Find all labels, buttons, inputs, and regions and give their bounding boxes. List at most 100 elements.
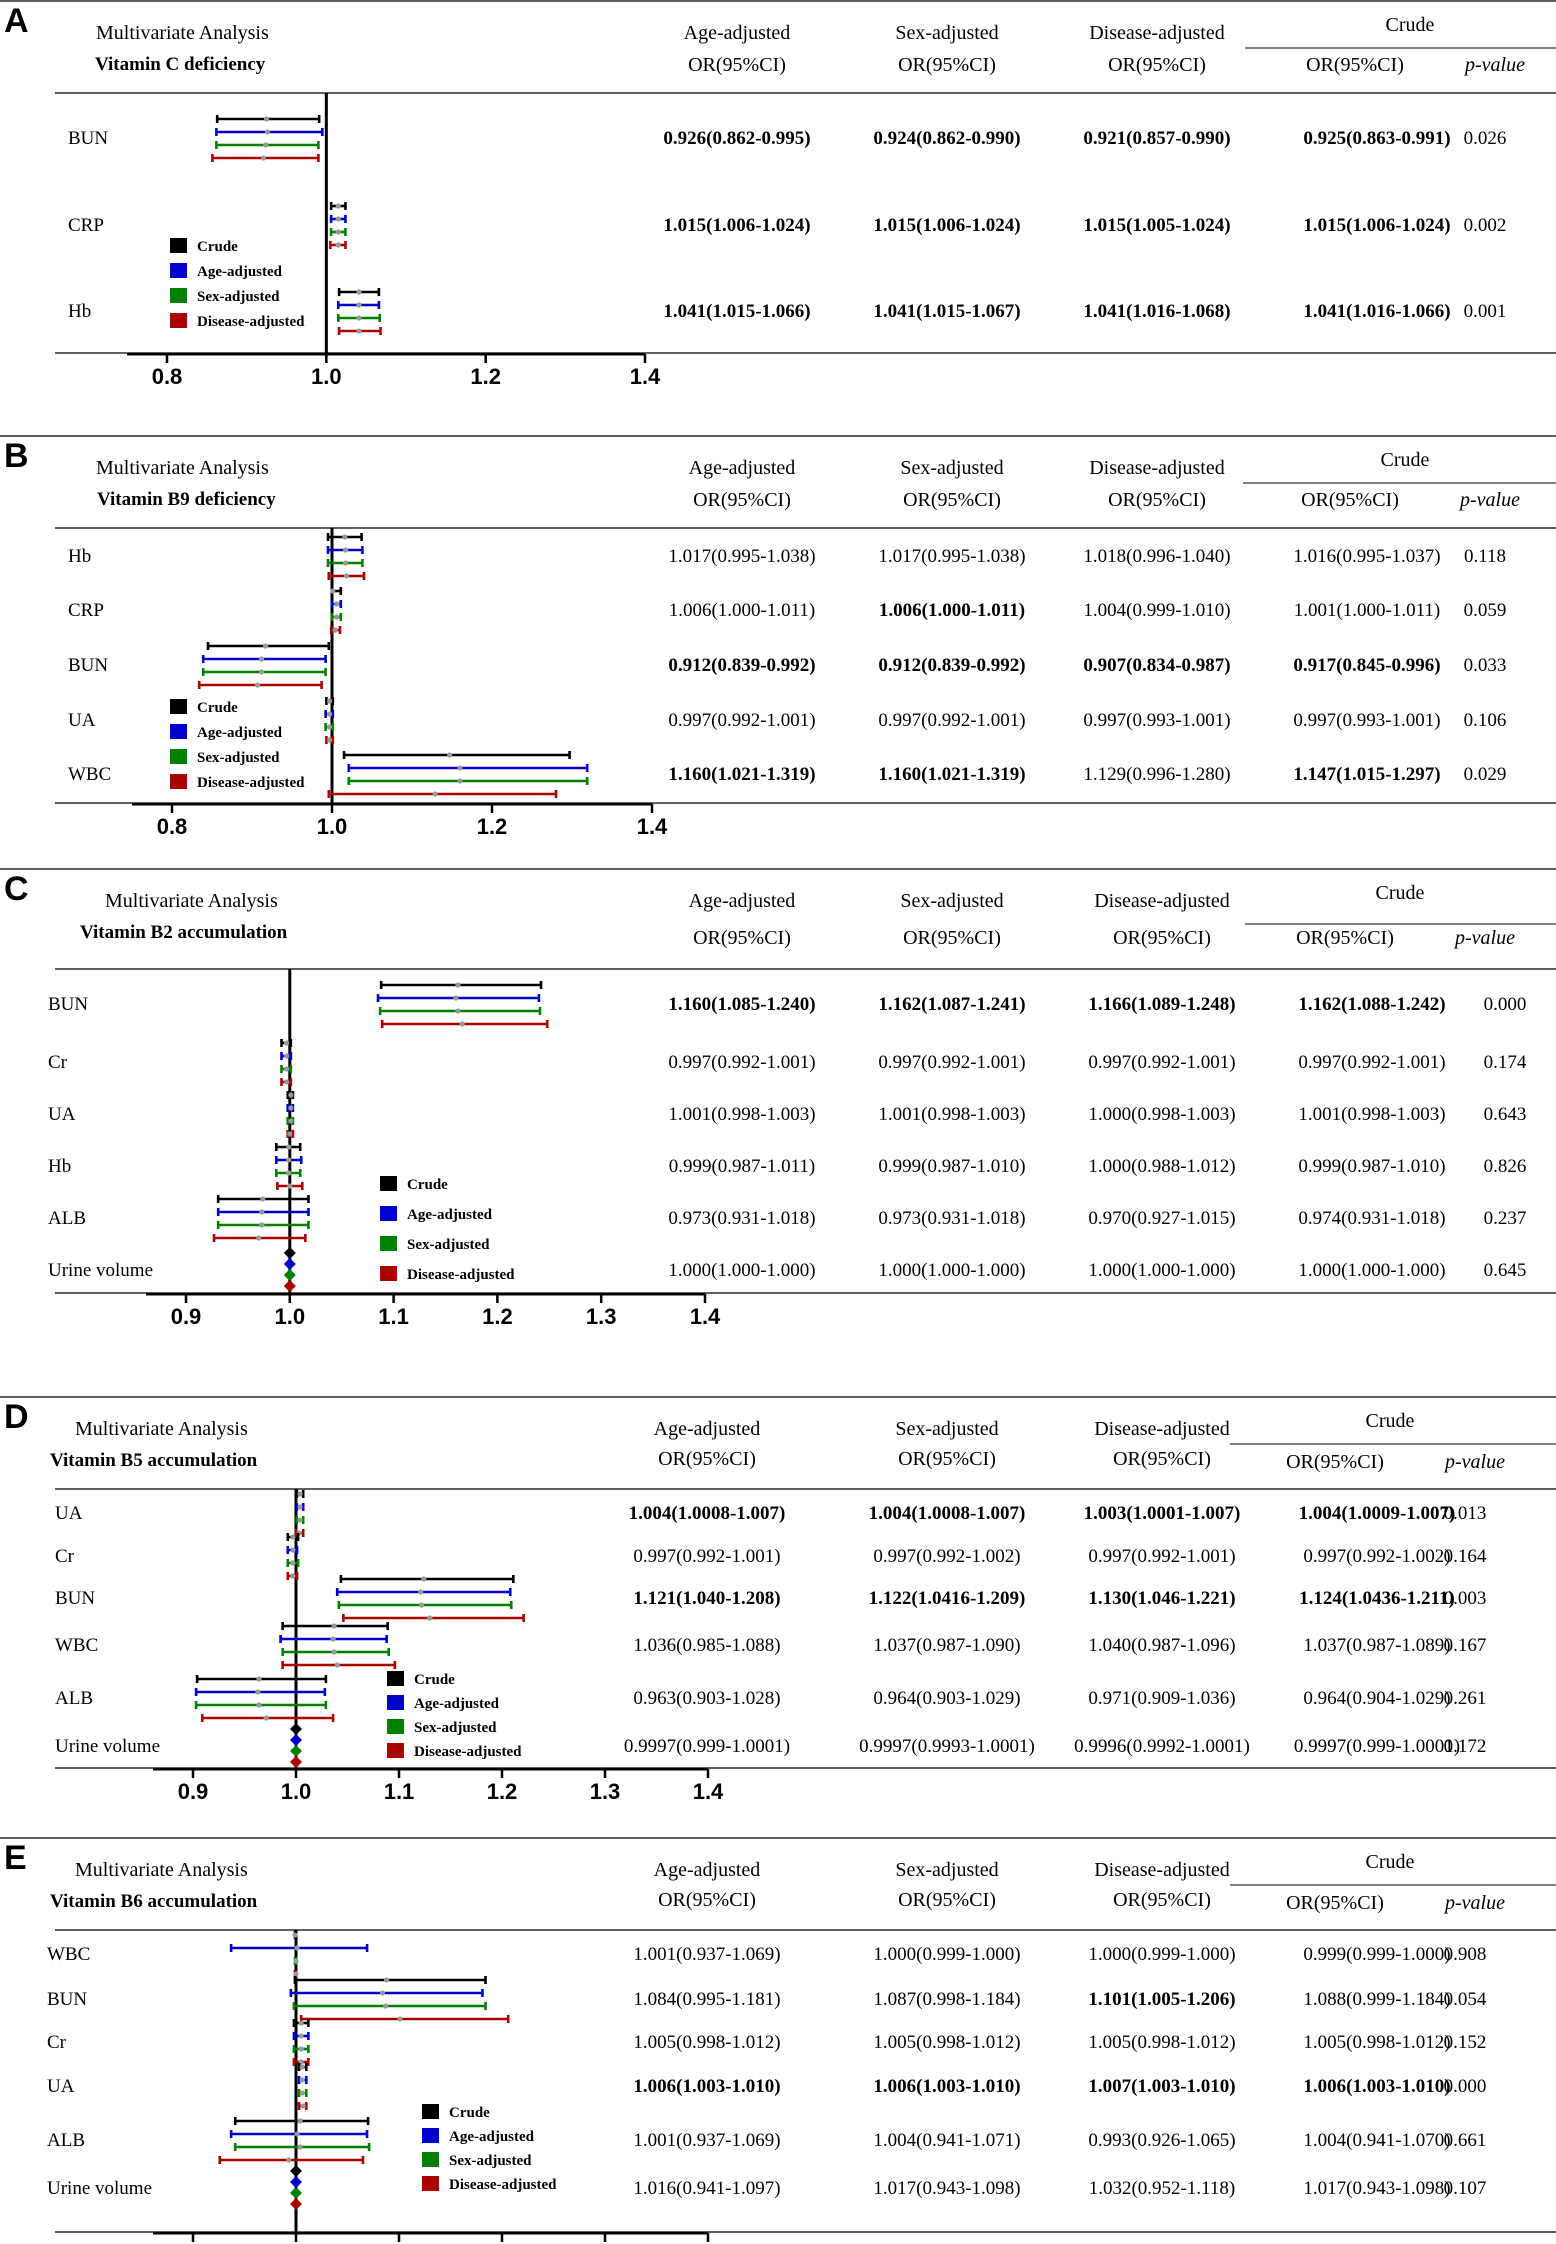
or-diamond-crude — [290, 1723, 302, 1735]
age-column-heading: Age-adjusted — [684, 22, 791, 44]
disease-or-cell: 0.921(0.857-0.990) — [1083, 128, 1230, 149]
crude-or-cell: 1.017(0.943-1.098) — [1303, 2178, 1450, 2199]
legend-swatch — [422, 2176, 439, 2191]
age-or-cell: 1.006(1.000-1.011) — [669, 600, 816, 621]
or-point-age — [259, 1209, 265, 1215]
x-tick-label: 1.4 — [630, 364, 661, 389]
crude-or-cell: 0.964(0.904-1.029) — [1303, 1688, 1450, 1709]
or-point-crude — [331, 1623, 337, 1629]
sex-or-cell: 1.004(1.0008-1.007) — [869, 1503, 1026, 1524]
crude-or-heading: OR(95%CI) — [1296, 927, 1394, 949]
crude-or-cell: 1.041(1.016-1.066) — [1303, 301, 1450, 322]
or-point-crude — [286, 1144, 292, 1150]
forest-row: Urine volume 1.000(1.000-1.000) 1.000(1.00… — [48, 1247, 1526, 1292]
p-value-cell: 0.013 — [1444, 1503, 1487, 1524]
crude-or-cell: 1.016(0.995-1.037) — [1293, 546, 1440, 567]
or-point-age — [343, 547, 349, 553]
disease-or-cell: 0.907(0.834-0.987) — [1083, 655, 1230, 676]
legend-swatch — [380, 1206, 397, 1221]
or-point-disease — [432, 791, 438, 797]
legend-label: Age-adjusted — [197, 264, 283, 280]
legend-label: Crude — [407, 1177, 448, 1193]
sex-or-cell: 1.160(1.021-1.319) — [878, 764, 1025, 785]
or-point-sex — [288, 1118, 294, 1124]
legend-label: Crude — [197, 700, 238, 716]
legend-label: Disease-adjusted — [197, 314, 305, 330]
panel-e: E Multivariate Analysis Vitamin B6 accumul… — [0, 1837, 1556, 2244]
disease-or-cell: 0.997(0.992-1.001) — [1088, 1052, 1235, 1073]
sex-or-cell: 1.037(0.987-1.090) — [873, 1635, 1020, 1656]
forest-row: UA 1.001(0.998-1.003) 1.001(0.998-1.003) 1.… — [48, 1091, 1526, 1138]
legend-swatch — [170, 263, 187, 278]
age-or-heading: OR(95%CI) — [688, 54, 786, 76]
row-label: UA — [48, 1104, 76, 1125]
crude-or-cell: 1.000(1.000-1.000) — [1298, 1260, 1445, 1281]
sex-or-cell: 1.004(0.941-1.071) — [873, 2130, 1020, 2151]
disease-or-heading: OR(95%CI) — [1113, 1889, 1211, 1911]
crude-or-cell: 1.037(0.987-1.089) — [1303, 1635, 1450, 1656]
row-label: UA — [68, 710, 96, 731]
age-or-heading: OR(95%CI) — [693, 489, 791, 511]
or-point-age — [335, 216, 341, 222]
disease-or-cell: 1.000(0.999-1.000) — [1088, 1944, 1235, 1965]
x-tick-label: 1.2 — [470, 364, 501, 389]
panel-label: E — [4, 1839, 27, 1877]
crude-column-heading: Crude — [1381, 449, 1430, 471]
x-tick-label: 1.3 — [590, 1779, 621, 1804]
x-tick-label: 1.0 — [317, 814, 348, 839]
or-diamond-crude — [283, 1247, 296, 1259]
or-point-disease — [459, 1021, 465, 1027]
forest-row: BUN 0.912(0.839-0.992) 0.912(0.839-0.992) 0… — [68, 642, 1506, 689]
panel-a: A Multivariate Analysis Vitamin C deficien… — [0, 0, 1556, 389]
or-point-sex — [256, 1702, 262, 1708]
sex-or-cell: 0.9997(0.9993-1.0001) — [859, 1736, 1035, 1757]
p-value-cell: 0.054 — [1444, 1989, 1487, 2010]
row-label: WBC — [47, 1944, 90, 1965]
p-value-cell: 0.002 — [1464, 215, 1507, 236]
or-point-disease — [343, 573, 349, 579]
row-label: WBC — [68, 764, 111, 785]
or-point-age — [259, 656, 265, 662]
forest-row: BUN 0.926(0.862-0.995) 0.924(0.862-0.990) 0… — [68, 115, 1506, 162]
crude-or-cell: 0.925(0.863-0.991) — [1303, 128, 1450, 149]
crude-column-heading: Crude — [1366, 1851, 1415, 1873]
x-tick-label: 1.2 — [477, 814, 508, 839]
disease-or-cell: 0.993(0.926-1.065) — [1088, 2130, 1235, 2151]
disease-or-cell: 1.041(1.016-1.068) — [1083, 301, 1230, 322]
or-point-crude — [421, 1576, 427, 1582]
sex-or-cell: 1.005(0.998-1.012) — [873, 2032, 1020, 2053]
panel-d: D Multivariate Analysis Vitamin B5 accumul… — [0, 1396, 1556, 1804]
sex-column-heading: Sex-adjusted — [895, 22, 998, 44]
age-or-cell: 1.121(1.040-1.208) — [633, 1588, 780, 1609]
or-point-disease — [300, 2103, 306, 2109]
legend-swatch — [422, 2152, 439, 2167]
disease-or-cell: 0.970(0.927-1.015) — [1088, 1208, 1235, 1229]
or-point-age — [418, 1589, 424, 1595]
p-value-cell: 0.167 — [1444, 1635, 1487, 1656]
legend-label: Crude — [197, 239, 238, 255]
p-value-cell: 0.661 — [1444, 2130, 1487, 2151]
p-value-cell: 0.000 — [1444, 2076, 1487, 2097]
or-point-crude — [256, 1676, 262, 1682]
age-or-cell: 0.997(0.992-1.001) — [633, 1546, 780, 1567]
or-point-crude — [384, 1977, 390, 1983]
or-point-disease — [327, 737, 333, 743]
forest-row: Hb 1.017(0.995-1.038) 1.017(0.995-1.038) 1.… — [68, 533, 1506, 580]
crude-column-heading: Crude — [1386, 14, 1435, 36]
p-value-cell: 0.237 — [1484, 1208, 1527, 1229]
forest-row: Cr 0.997(0.992-1.001) 0.997(0.992-1.002) 0.… — [55, 1533, 1487, 1580]
or-point-disease — [284, 1079, 290, 1085]
p-value-heading: p-value — [1443, 1451, 1505, 1473]
p-value-cell: 0.000 — [1484, 994, 1527, 1015]
p-value-cell: 0.164 — [1444, 1546, 1487, 1567]
or-diamond-crude — [290, 2165, 302, 2177]
disease-column-heading: Disease-adjusted — [1094, 1418, 1230, 1440]
or-point-sex — [457, 778, 463, 784]
disease-or-cell: 1.129(0.996-1.280) — [1083, 764, 1230, 785]
x-tick-label: 0.8 — [152, 364, 183, 389]
crude-or-cell: 1.162(1.088-1.242) — [1298, 994, 1445, 1015]
sex-or-heading: OR(95%CI) — [898, 54, 996, 76]
or-point-crude — [330, 588, 336, 594]
legend-label: Age-adjusted — [414, 1696, 500, 1712]
x-tick-label: 1.4 — [637, 814, 668, 839]
